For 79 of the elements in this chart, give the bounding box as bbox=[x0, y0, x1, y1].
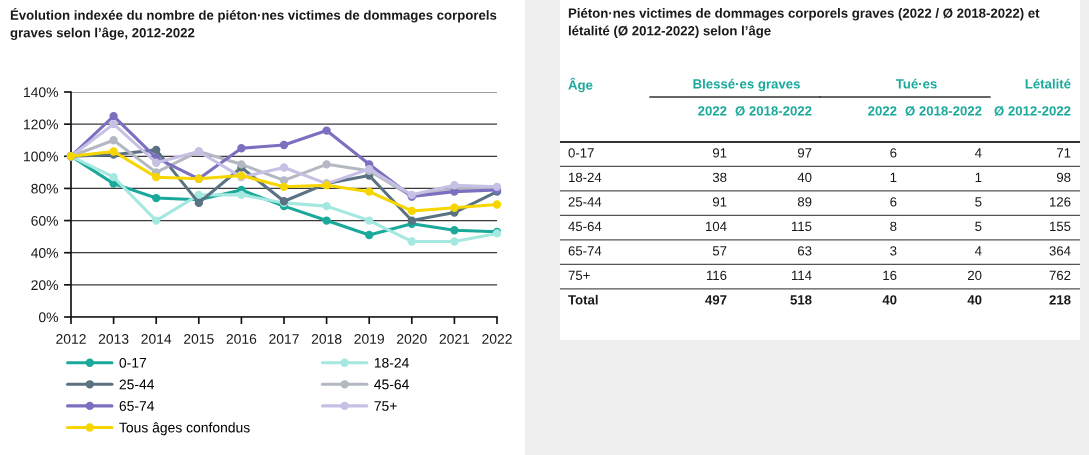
text: Tué·es bbox=[895, 78, 937, 89]
text: 2022 bbox=[868, 106, 897, 116]
y-tick-label: 0% bbox=[38, 312, 59, 323]
data-label: 155 bbox=[1049, 221, 1071, 232]
y-tick-label: 140% bbox=[24, 87, 59, 98]
category-label: Total bbox=[568, 294, 598, 305]
category-label: 0-17 bbox=[568, 148, 594, 158]
data-label: 91 bbox=[712, 148, 727, 158]
data-label: 5 bbox=[975, 221, 982, 232]
legend-label: 0-17 bbox=[119, 357, 147, 368]
y-tick-label: 20% bbox=[31, 280, 59, 291]
chart-title: Évolution indexée du nombre de piéton·nes victimes de dommages corporels graves selon l’âge, 2012-2022 bbox=[10, 8, 497, 41]
legend-label: 75+ bbox=[374, 401, 397, 411]
legend-label: 65-74 bbox=[119, 401, 155, 411]
text: Ø 2018-2022 bbox=[905, 105, 982, 116]
x-tick-label: 2018 bbox=[311, 334, 342, 344]
data-label: 98 bbox=[1056, 172, 1071, 183]
data-label: 57 bbox=[712, 246, 727, 256]
text: Ø 2012-2022 bbox=[994, 105, 1071, 116]
y-tick-label: 100% bbox=[24, 151, 59, 162]
data-label: 126 bbox=[1049, 197, 1071, 207]
data-label: 3 bbox=[890, 246, 897, 256]
x-tick-label: 2017 bbox=[269, 334, 299, 344]
y-tick-label: 120% bbox=[24, 119, 59, 130]
text: Blessé·es graves bbox=[693, 78, 800, 92]
data-label: 1 bbox=[890, 172, 897, 182]
category-label: 75+ bbox=[568, 270, 590, 281]
data-label: 497 bbox=[705, 295, 727, 305]
data-label: 218 bbox=[1049, 295, 1071, 305]
data-label: 8 bbox=[890, 221, 897, 232]
category-label: 25-44 bbox=[568, 197, 602, 207]
data-label: 762 bbox=[1049, 270, 1071, 281]
data-label: 16 bbox=[883, 270, 897, 281]
data-label: 4 bbox=[974, 246, 982, 256]
data-label: 115 bbox=[791, 221, 812, 232]
x-tick-label: 2020 bbox=[397, 334, 427, 344]
category-label: 65-74 bbox=[568, 246, 602, 256]
x-tick-label: 2016 bbox=[226, 334, 257, 344]
data-label: 40 bbox=[882, 295, 897, 305]
data-label: 40 bbox=[967, 295, 982, 305]
data-label: 91 bbox=[712, 197, 727, 207]
y-tick-label: 40% bbox=[31, 248, 59, 258]
data-label: 116 bbox=[706, 270, 727, 281]
data-label: 20 bbox=[967, 270, 982, 281]
x-tick-label: 2019 bbox=[354, 334, 384, 344]
legend-label: 45-64 bbox=[374, 379, 409, 390]
data-label: 518 bbox=[790, 295, 812, 305]
text: Piéton·nes victimes de dommages corporels graves (2022 / Ø 2018-2022) et létalité (Ø 2012-2022) selon l’âge bbox=[568, 8, 1040, 39]
data-label: 114 bbox=[791, 270, 812, 280]
y-tick-label: 60% bbox=[31, 215, 59, 226]
data-label: 364 bbox=[1049, 246, 1071, 256]
x-tick-label: 2012 bbox=[56, 334, 86, 344]
x-tick-label: 2014 bbox=[141, 334, 172, 344]
data-label: 4 bbox=[974, 148, 982, 158]
data-label: 6 bbox=[890, 197, 897, 207]
x-tick-label: 2015 bbox=[184, 334, 214, 344]
legend-label: 25-44 bbox=[119, 379, 155, 390]
legend-label: Tous âges confondus bbox=[119, 422, 250, 436]
text: Ø 2018-2022 bbox=[735, 105, 812, 116]
text: Létalité bbox=[1025, 78, 1071, 89]
data-label: 97 bbox=[797, 148, 812, 158]
data-label: 1 bbox=[975, 172, 982, 182]
data-label: 89 bbox=[797, 197, 812, 207]
category-label: 18-24 bbox=[569, 172, 602, 183]
text: Âge bbox=[568, 77, 593, 93]
data-label: 38 bbox=[712, 172, 727, 183]
data-label: 104 bbox=[705, 221, 727, 232]
legend-label: 18-24 bbox=[374, 357, 409, 368]
data-label: 5 bbox=[975, 197, 982, 207]
x-tick-label: 2021 bbox=[439, 334, 470, 344]
data-label: 71 bbox=[1057, 148, 1071, 158]
series-label: 2022 bbox=[698, 106, 727, 116]
y-tick-label: 80% bbox=[31, 183, 59, 194]
data-label: 40 bbox=[797, 172, 812, 183]
x-tick-label: 2022 bbox=[482, 334, 512, 344]
data-label: 6 bbox=[890, 148, 897, 158]
category-label: 45-64 bbox=[568, 221, 602, 232]
x-tick-label: 2013 bbox=[98, 334, 129, 344]
data-label: 63 bbox=[798, 246, 812, 256]
